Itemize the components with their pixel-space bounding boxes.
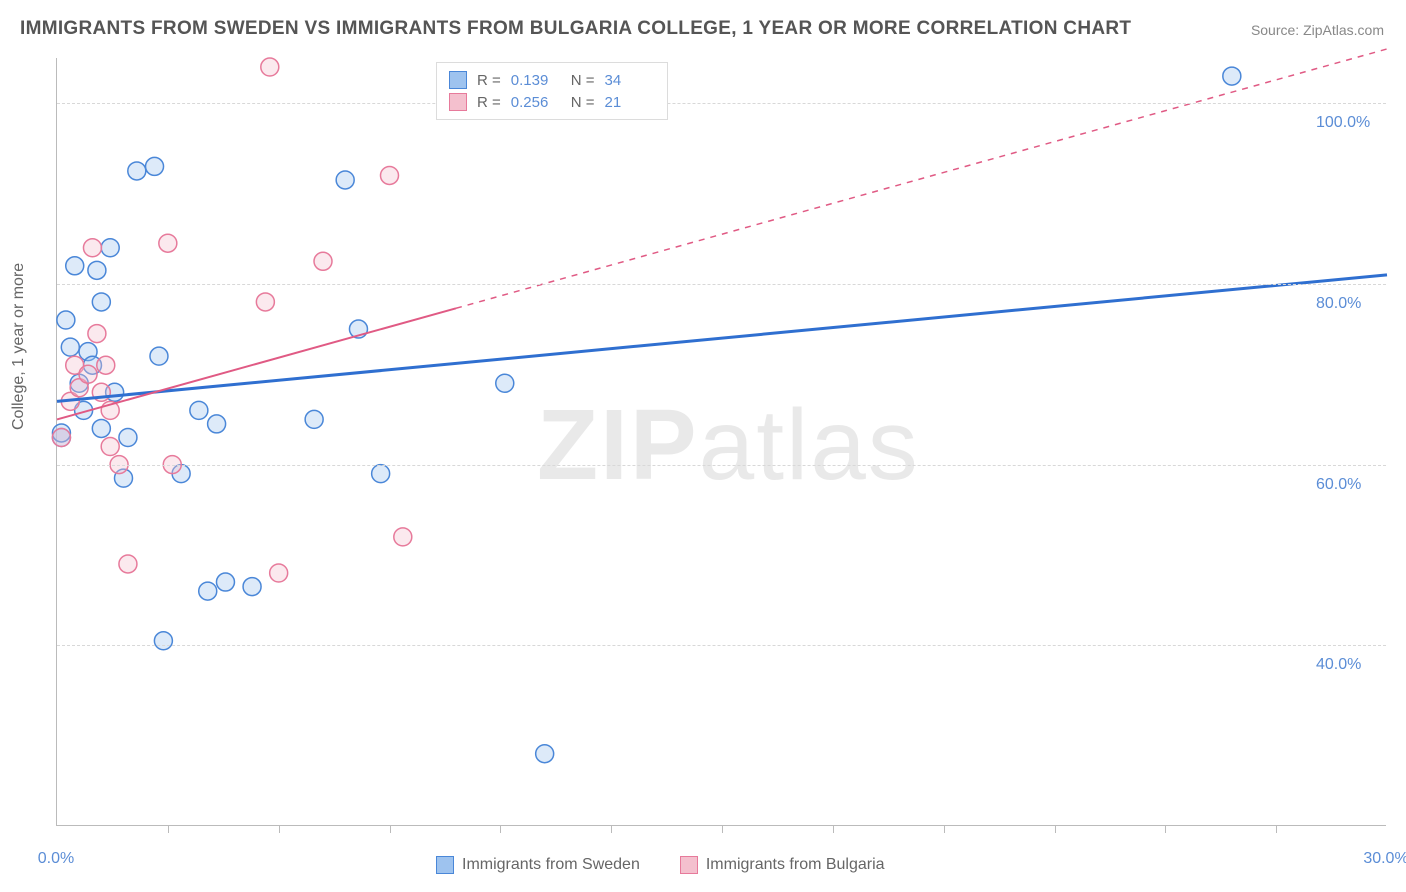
legend-item: Immigrants from Bulgaria [680,856,885,874]
data-point [1223,67,1241,85]
data-point [92,293,110,311]
data-point [88,325,106,343]
legend-series-name: Immigrants from Sweden [462,856,640,874]
x-tick [500,825,501,833]
legend-item: Immigrants from Sweden [436,856,640,874]
legend-swatch [680,856,698,874]
legend-row: R = 0.256 N = 21 [449,91,655,113]
plot-area: ZIPatlas [56,58,1386,826]
data-point [381,166,399,184]
y-axis-label: College, 1 year or more [10,263,28,430]
data-point [150,347,168,365]
data-point [146,157,164,175]
gridline-h [57,103,1386,104]
data-point [270,564,288,582]
data-point [92,419,110,437]
x-tick [279,825,280,833]
data-point [154,632,172,650]
data-point [128,162,146,180]
data-point [101,239,119,257]
x-tick [833,825,834,833]
gridline-h [57,465,1386,466]
data-point [101,438,119,456]
data-point [243,578,261,596]
data-point [119,428,137,446]
legend-n-value: 21 [605,94,655,111]
legend-swatch [436,856,454,874]
data-point [119,555,137,573]
data-point [256,293,274,311]
legend-r-value: 0.256 [511,94,561,111]
chart-title: IMMIGRANTS FROM SWEDEN VS IMMIGRANTS FRO… [20,18,1131,40]
data-point [159,234,177,252]
legend-r-label: R = [477,72,501,89]
x-tick [390,825,391,833]
data-point [394,528,412,546]
data-point [66,257,84,275]
legend-n-label: N = [571,72,595,89]
y-tick-label: 80.0% [1316,295,1361,313]
source-label: Source: ZipAtlas.com [1251,22,1384,38]
trend-line [57,308,456,419]
chart-svg [57,58,1386,825]
legend-n-value: 34 [605,72,655,89]
data-point [208,415,226,433]
data-point [61,338,79,356]
x-tick [722,825,723,833]
x-tick [611,825,612,833]
data-point [305,410,323,428]
data-point [496,374,514,392]
data-point [199,582,217,600]
data-point [52,428,70,446]
x-tick [1165,825,1166,833]
x-tick-label: 30.0% [1363,850,1406,868]
data-point [79,365,97,383]
data-point [88,261,106,279]
trend-line [57,275,1387,401]
data-point [261,58,279,76]
legend-correlation: R = 0.139 N = 34 R = 0.256 N = 21 [436,62,668,120]
data-point [314,252,332,270]
y-tick-label: 60.0% [1316,476,1361,494]
data-point [97,356,115,374]
x-tick [1276,825,1277,833]
x-tick [168,825,169,833]
legend-swatch [449,71,467,89]
y-tick-label: 100.0% [1316,114,1370,132]
data-point [536,745,554,763]
data-point [57,311,75,329]
data-point [216,573,234,591]
legend-series-name: Immigrants from Bulgaria [706,856,885,874]
data-point [190,401,208,419]
y-tick-label: 40.0% [1316,656,1361,674]
legend-n-label: N = [571,94,595,111]
legend-r-label: R = [477,94,501,111]
data-point [83,239,101,257]
legend-row: R = 0.139 N = 34 [449,69,655,91]
gridline-h [57,645,1386,646]
legend-series: Immigrants from Sweden Immigrants from Bu… [436,856,885,874]
gridline-h [57,284,1386,285]
legend-r-value: 0.139 [511,72,561,89]
data-point [372,465,390,483]
legend-swatch [449,93,467,111]
data-point [336,171,354,189]
x-tick [1055,825,1056,833]
x-tick [944,825,945,833]
x-tick-label: 0.0% [38,850,74,868]
